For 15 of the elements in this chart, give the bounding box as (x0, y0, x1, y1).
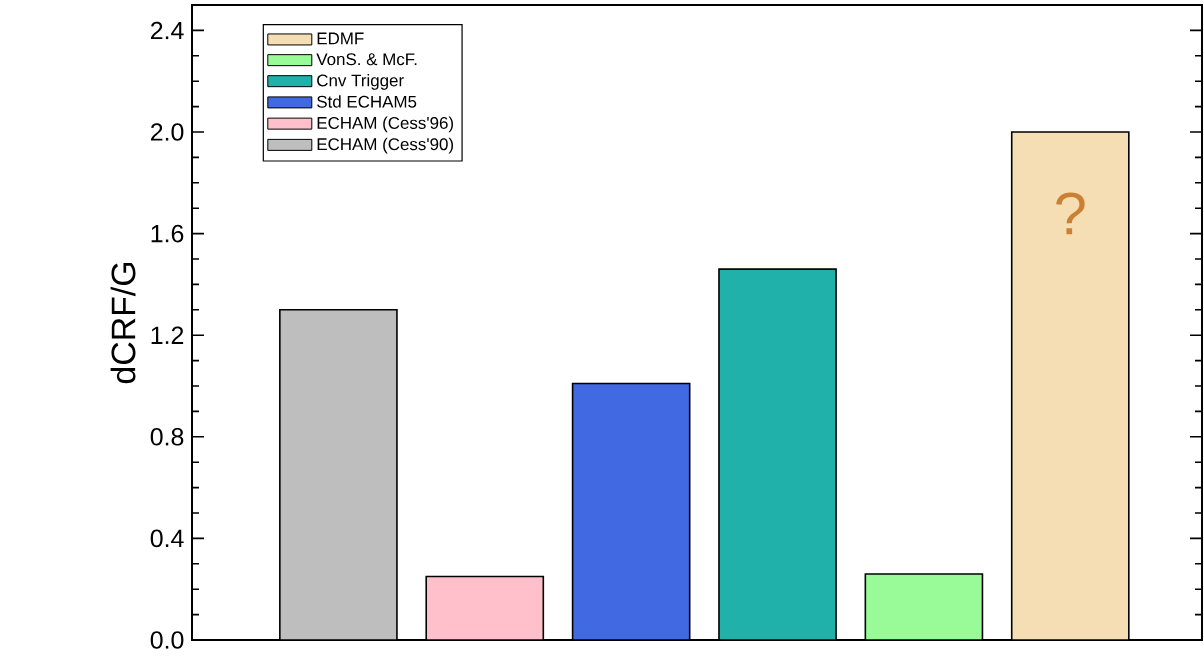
y-tick-label: 1.2 (151, 326, 184, 344)
legend-label: ECHAM (Cess'96) (317, 116, 454, 133)
annotation: ? (1056, 192, 1085, 235)
y-tick-label: 0.4 (150, 529, 184, 548)
y-tick-label: 2.4 (151, 21, 184, 40)
legend-label: EDMF (317, 32, 364, 45)
y-tick-label: 0.8 (150, 428, 184, 446)
y-tick-label: 1.6 (151, 224, 184, 243)
y-tick-label: 2.0 (151, 123, 184, 141)
legend-label: Cnv Trigger (317, 74, 404, 90)
legend-label: ECHAM (Cess'90) (317, 137, 454, 154)
legend-label: Std ECHAM5 (317, 95, 417, 108)
y-axis-title: dCRF/G (110, 262, 136, 384)
legend-label: VonS. & McF. (316, 53, 417, 66)
y-tick-label: 0.0 (150, 631, 184, 649)
